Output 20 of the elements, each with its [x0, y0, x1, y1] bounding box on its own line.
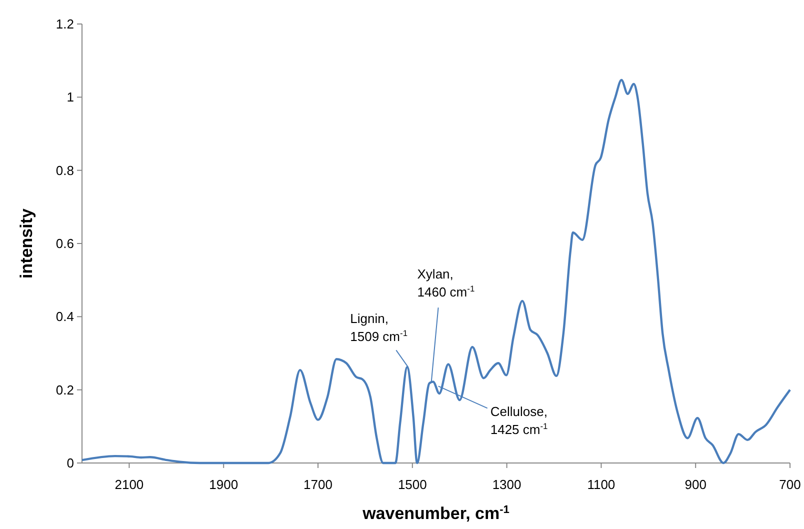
x-tick-label: 1700: [304, 477, 332, 492]
x-tick-label: 700: [779, 477, 801, 492]
y-tick-label: 0.2: [56, 382, 74, 398]
x-tick-label: 900: [684, 477, 706, 492]
x-tick-label: 1300: [492, 477, 522, 492]
y-tick-label: 1.2: [56, 16, 74, 32]
y-tick-label: 0: [66, 456, 74, 471]
x-tick-label: 1900: [209, 477, 238, 492]
x-tick-label: 1500: [398, 477, 427, 492]
x-tick-label: 2100: [114, 477, 144, 492]
y-tick-label: 0.6: [56, 236, 74, 252]
annotation: Lignin, 1509 cm$^{-1}$: [350, 311, 408, 344]
x-tick-label: 1100: [587, 477, 616, 492]
annotation: Cellulose, 1425 cm$^{-1}$: [490, 404, 548, 438]
annotation: Xylan, 1460 cm$^{-1}$: [417, 266, 475, 300]
x-axis-title: wavenumber, cm$^{-1}$: [362, 504, 510, 523]
y-tick-label: 1: [66, 90, 74, 105]
y-tick-label: 0.8: [56, 162, 74, 178]
y-axis-title: intensity: [17, 208, 36, 278]
y-tick-label: 0.4: [56, 309, 74, 324]
